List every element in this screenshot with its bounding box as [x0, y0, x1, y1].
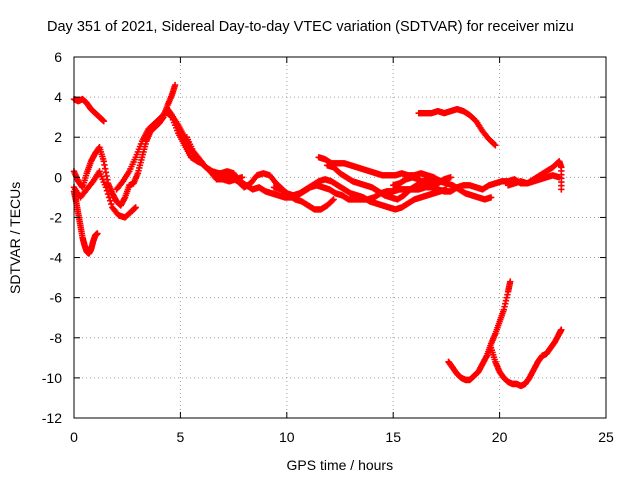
data-point — [558, 326, 565, 333]
y-tick-label: 6 — [54, 49, 62, 65]
y-tick-label: -8 — [50, 330, 63, 346]
data-point — [100, 117, 107, 125]
data-point — [558, 186, 565, 193]
y-tick-label: 4 — [54, 89, 62, 105]
y-tick-label: 0 — [54, 169, 62, 185]
series-arc-late-high — [415, 105, 499, 149]
series-arc-early-high — [70, 95, 107, 125]
data-point — [167, 112, 175, 120]
data-marks — [70, 81, 565, 390]
series-arc-low-1 — [445, 278, 514, 384]
series-arc-low-2 — [487, 326, 565, 390]
plot-frame — [73, 56, 607, 419]
data-point — [106, 197, 114, 204]
data-point — [487, 194, 495, 201]
axis-ticks: 0 5 10 15 20 25 -12 -10 -8 -6 -4 -2 0 2 4 6 — [42, 49, 614, 445]
y-tick-label: -6 — [50, 290, 63, 306]
x-tick-label: 5 — [177, 429, 185, 445]
series-arc-early-dip — [70, 188, 101, 257]
grid-lines — [74, 57, 606, 418]
series-arc-afternoon-3 — [390, 174, 454, 189]
chart-title: Day 351 of 2021, Sidereal Day-to-day VTE… — [47, 19, 574, 35]
data-point — [171, 81, 179, 89]
y-tick-label: 2 — [54, 129, 62, 145]
series-arc-evening — [504, 158, 565, 193]
data-point — [507, 278, 514, 285]
x-tick-label: 15 — [385, 429, 401, 445]
data-point — [445, 180, 452, 187]
data-point — [330, 196, 337, 203]
data-point — [447, 174, 454, 181]
x-tick-label: 25 — [598, 429, 614, 445]
y-tick-label: -10 — [42, 370, 62, 386]
data-point — [104, 190, 112, 198]
data-point — [132, 204, 139, 211]
x-tick-label: 10 — [279, 429, 295, 445]
series-arc-day-1 — [162, 107, 563, 203]
y-tick-label: -2 — [50, 209, 63, 225]
y-tick-label: -4 — [50, 250, 63, 266]
data-point — [108, 200, 115, 208]
series-arc-day-2 — [183, 134, 337, 213]
data-point — [102, 184, 110, 191]
x-tick-label: 0 — [70, 429, 78, 445]
data-point — [329, 197, 336, 204]
data-point — [105, 194, 113, 201]
series-arc-day-3 — [270, 176, 450, 213]
data-point — [103, 187, 111, 194]
x-tick-label: 20 — [492, 429, 508, 445]
data-point — [492, 142, 499, 149]
data-point — [94, 230, 101, 237]
y-tick-label: -12 — [42, 410, 62, 426]
x-axis-label: GPS time / hours — [286, 457, 394, 473]
data-point — [443, 186, 450, 193]
data-point — [491, 141, 498, 148]
